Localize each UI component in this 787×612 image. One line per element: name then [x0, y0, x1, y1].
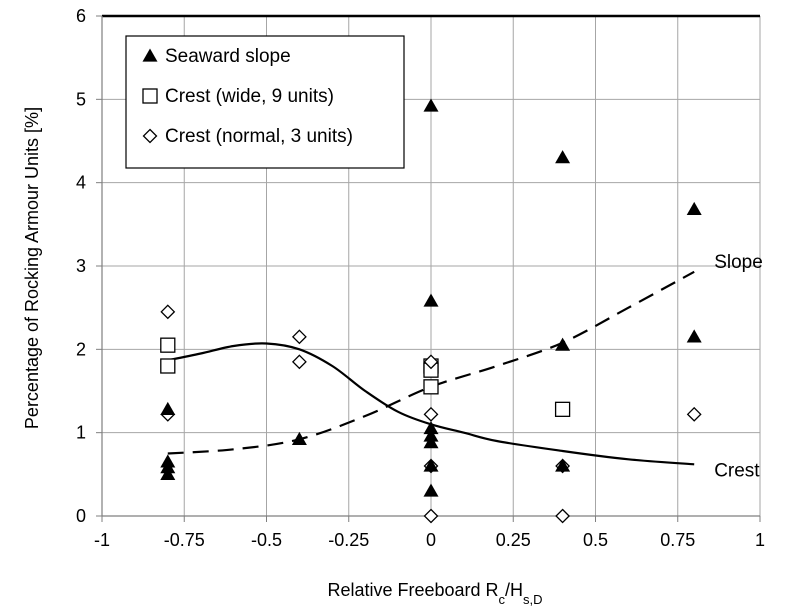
crest-normal-point	[423, 406, 439, 422]
crest-normal-point	[160, 304, 176, 320]
x-axis-label-main: Relative Freeboard R	[327, 580, 498, 600]
data-markers	[160, 98, 702, 524]
crest-normal-point	[555, 508, 571, 524]
legend-marker	[142, 48, 158, 62]
seaward-slope-point	[423, 98, 439, 112]
crest-wide-point	[554, 401, 571, 417]
seaward-slope-point	[555, 458, 571, 472]
crest-normal-point	[423, 354, 439, 370]
y-tick-label: 0	[76, 506, 86, 526]
seaward-slope-point	[423, 428, 439, 442]
crest-curve-label: Crest	[714, 460, 760, 481]
legend-marker	[142, 88, 158, 104]
legend-marker	[142, 128, 158, 144]
crest-normal-point	[423, 508, 439, 524]
curve-labels: Slope Crest	[714, 252, 763, 482]
slope-curve-label: Slope	[714, 252, 763, 273]
x-tick-label: 0.5	[583, 530, 608, 550]
seaward-slope-point	[160, 401, 176, 415]
legend: Seaward slope Crest (wide, 9 units) Crest …	[125, 35, 405, 169]
x-axis-label: Relative Freeboard Rc/Hs,D	[327, 580, 542, 607]
x-tick-label: -1	[94, 530, 110, 550]
seaward-slope-point	[423, 458, 439, 472]
legend-label: Crest (wide, 9 units)	[165, 86, 334, 107]
slope-curve	[167, 270, 695, 455]
x-tick-label: 0	[426, 530, 436, 550]
seaward-slope-point	[160, 466, 176, 480]
x-axis-label-mid: /H	[505, 580, 523, 600]
seaward-slope-point	[686, 201, 702, 215]
y-tick-label: 2	[76, 339, 86, 359]
y-tick-label: 5	[76, 89, 86, 109]
x-tick-label: 1	[755, 530, 765, 550]
crest-wide-point	[423, 379, 439, 395]
seaward-slope-point	[686, 329, 702, 343]
x-axis-label-sub2: s,D	[523, 592, 543, 607]
fitted-curves	[167, 270, 695, 466]
seaward-slope-point	[423, 435, 439, 449]
y-tick-label: 4	[76, 173, 86, 193]
crest-wide-point	[160, 337, 176, 353]
seaward-slope-point	[555, 150, 571, 164]
crest-normal-point	[291, 329, 307, 345]
seaward-slope-point	[423, 483, 439, 497]
tick-labels: 0 1 2 3 4 5 6 -1 -0.75 -0.5 -0.25 0 0.25 0.5 0.75 1	[76, 6, 765, 550]
y-axis-label: Percentage of Rocking Armour Units [%]	[22, 107, 42, 429]
axis-titles: Percentage of Rocking Armour Units [%] R…	[22, 107, 543, 607]
y-tick-label: 1	[76, 423, 86, 443]
crest-wide-point	[160, 358, 176, 374]
crest-normal-point	[291, 354, 307, 370]
seaward-slope-point	[423, 421, 439, 435]
legend-label: Crest (normal, 3 units)	[165, 126, 353, 147]
seaward-slope-point	[423, 293, 439, 307]
x-tick-label: -0.5	[251, 530, 282, 550]
legend-label: Seaward slope	[165, 46, 291, 67]
seaward-slope-point	[291, 431, 307, 445]
x-tick-label: 0.25	[496, 530, 531, 550]
x-tick-label: -0.25	[328, 530, 369, 550]
crest-normal-point	[686, 406, 702, 422]
crest-curve	[167, 342, 695, 466]
seaward-slope-point	[555, 337, 571, 351]
y-tick-label: 6	[76, 6, 86, 26]
legend-box	[125, 35, 405, 169]
x-axis-label-sub1: c	[499, 592, 506, 607]
x-tick-label: -0.75	[164, 530, 205, 550]
y-tick-label: 3	[76, 256, 86, 276]
x-tick-label: 0.75	[660, 530, 695, 550]
seaward-slope-point	[160, 460, 176, 474]
